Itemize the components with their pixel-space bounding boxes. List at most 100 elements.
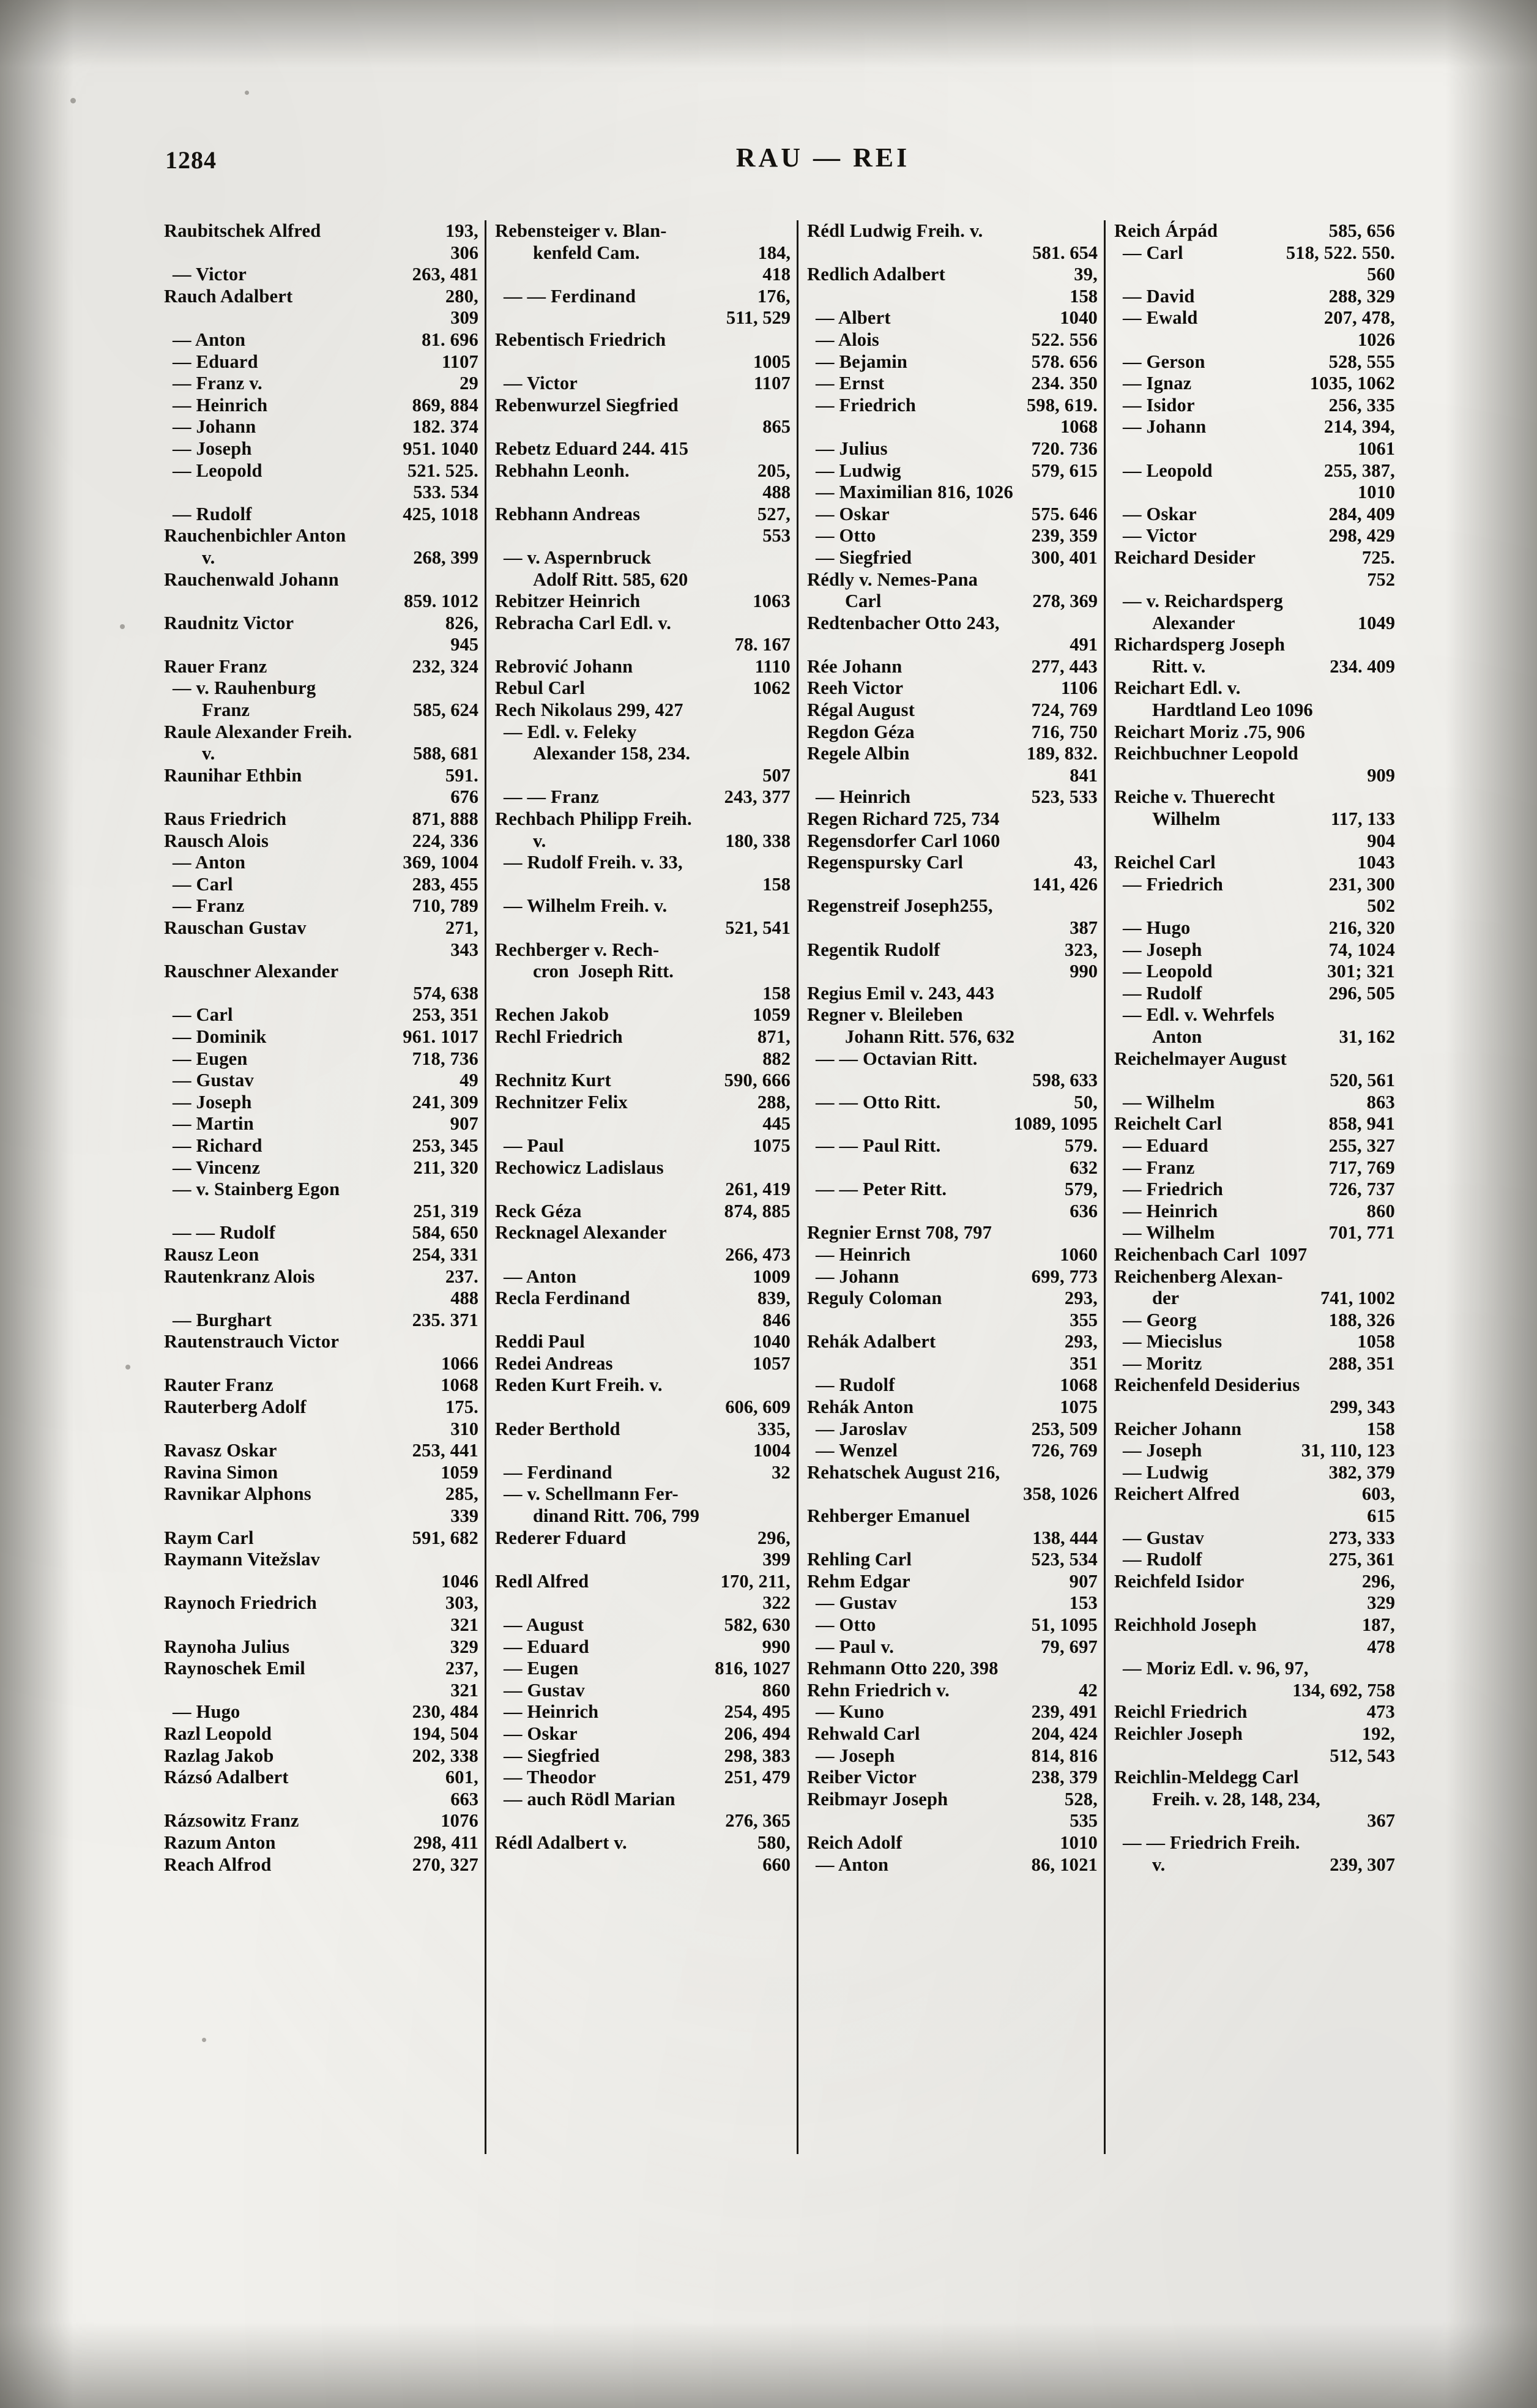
entry-pages: 224, 336 bbox=[412, 830, 478, 851]
entry-pages: 335, bbox=[757, 1418, 791, 1439]
entry-pages: 1040 bbox=[753, 1331, 791, 1352]
index-entry: — Franz 717, 769 bbox=[1114, 1157, 1395, 1179]
index-entry: Rehmann Otto 220, 398 bbox=[807, 1658, 1098, 1680]
entry-pages: 237, bbox=[445, 1658, 478, 1679]
entry-pages: 296, 505 bbox=[1328, 982, 1395, 1004]
entry-name: Rebentisch Friedrich bbox=[495, 329, 666, 350]
entry-name: Rechowicz Ladislaus bbox=[495, 1157, 664, 1178]
index-entry: Rebenwurzel Siegfried bbox=[495, 395, 791, 417]
index-entry: Raus Friedrich 871, 888 bbox=[164, 808, 478, 830]
entry-pages: 256, 335 bbox=[1328, 394, 1395, 416]
entry-name: — Martin bbox=[173, 1113, 254, 1135]
index-entry: — Burghart 235. 371 bbox=[164, 1310, 478, 1332]
entry-name: — Ignaz bbox=[1123, 373, 1192, 394]
entry-pages: 720. 736 bbox=[1031, 438, 1098, 459]
entry-continuation-pages: 1004 bbox=[753, 1440, 791, 1461]
entry-continuation-pages: 752 bbox=[1367, 568, 1395, 590]
index-entry: Raynoha Julius 329 bbox=[164, 1636, 478, 1658]
entry-name: Rautenkranz Alois bbox=[164, 1266, 315, 1287]
entry-name: Reddi Paul bbox=[495, 1331, 585, 1352]
entry-name: Rebhahn Leonh. bbox=[495, 460, 630, 481]
index-entry: — Victor 263, 481 bbox=[164, 264, 478, 286]
index-entry: Rebentisch Friedrich bbox=[495, 329, 791, 351]
entry-continuation-pages: 520, 561 bbox=[1330, 1070, 1395, 1091]
entry-pages: 253, 509 bbox=[1031, 1418, 1098, 1439]
index-entry: Reichl Friedrich 473 bbox=[1114, 1701, 1395, 1723]
index-entry: — Siegfried 298, 383 bbox=[495, 1745, 791, 1767]
entry-name: Reiber Victor bbox=[807, 1767, 917, 1788]
index-entry: — — Peter Ritt. 579, bbox=[807, 1179, 1098, 1201]
entry-continuation-pages: 663 bbox=[450, 1788, 478, 1810]
entry-name: — Victor bbox=[1123, 525, 1197, 546]
index-entry: — — Friedrich Freih. bbox=[1114, 1832, 1395, 1854]
entry-name: — Joseph bbox=[1123, 939, 1202, 960]
index-entry: Rehák Anton 1075 bbox=[807, 1396, 1098, 1418]
entry-name: — Gerson bbox=[1123, 351, 1205, 372]
entry-pages: 192, bbox=[1361, 1723, 1395, 1744]
index-entry: Raubitschek Alfred 193, bbox=[164, 220, 478, 242]
scan-edge-shadow-bottom bbox=[0, 2322, 1537, 2408]
entry-pages: 814, 816 bbox=[1031, 1745, 1098, 1766]
index-entry: — Johann 699, 773 bbox=[807, 1266, 1098, 1288]
index-entry: — Joseph 814, 816 bbox=[807, 1745, 1098, 1767]
entry-continuation-pages: 321 bbox=[450, 1614, 478, 1635]
entry-name: — v. Rauhenburg bbox=[173, 677, 316, 699]
index-entry: Reicher Johann 158 bbox=[1114, 1418, 1395, 1441]
entry-name: Regen Richard 725, 734 bbox=[807, 808, 1000, 830]
index-entry: Rechbach Philipp Freih. bbox=[495, 808, 791, 830]
scan-edge-shadow-right bbox=[1445, 0, 1537, 2408]
index-entry: — Julius 720. 736 bbox=[807, 438, 1098, 460]
entry-name: — Joseph bbox=[1123, 1440, 1202, 1461]
entry-pages: 298, 411 bbox=[413, 1832, 478, 1853]
index-entry: Rédly v. Nemes-Pana bbox=[807, 569, 1098, 591]
entry-name: Reich Adolf bbox=[807, 1832, 902, 1853]
page-title: RAU — REI bbox=[735, 143, 910, 173]
entry-pages: 180, 338 bbox=[725, 830, 791, 851]
entry-continuation-pages: 990 bbox=[1070, 961, 1098, 982]
entry-continuation-pages: 511, 529 bbox=[726, 307, 791, 329]
entry-continuation-line: Freih. v. 28, 148, 234, bbox=[1114, 1789, 1395, 1811]
entry-name: Raus Friedrich bbox=[164, 808, 287, 830]
entry-pages: 1107 bbox=[441, 351, 478, 372]
entry-name: Regner v. Bleileben bbox=[807, 1004, 963, 1026]
index-entry: — Joseph 74, 1024 bbox=[1114, 939, 1395, 961]
entry-name: Rautenstrauch Victor bbox=[164, 1331, 340, 1352]
entry-continuation-pages: 945 bbox=[450, 634, 478, 655]
index-entry: — Ignaz 1035, 1062 bbox=[1114, 373, 1395, 395]
index-entry: — — Franz 243, 377 bbox=[495, 786, 791, 808]
index-entry: Reichelmayer August bbox=[1114, 1048, 1395, 1070]
index-entry: — Isidor 256, 335 bbox=[1114, 395, 1395, 417]
entry-name: Regius Emil v. 243, 443 bbox=[807, 982, 995, 1004]
entry-pages: 296, bbox=[1361, 1570, 1395, 1592]
entry-pages: 254, 331 bbox=[412, 1243, 478, 1265]
entry-name: — Moriz Edl. v. 96, 97, bbox=[1123, 1658, 1309, 1679]
entry-continuation-pages: 535 bbox=[1070, 1810, 1098, 1832]
entry-name: Wilhelm bbox=[1152, 808, 1221, 830]
entry-pages: 839, bbox=[757, 1288, 791, 1309]
entry-continuation-pages: 261, 419 bbox=[725, 1179, 791, 1200]
index-entry: — Theodor 251, 479 bbox=[495, 1767, 791, 1789]
entry-pages: 860 bbox=[1366, 1200, 1395, 1221]
entry-pages: 860 bbox=[762, 1679, 791, 1701]
entry-name: — Anton bbox=[173, 852, 246, 873]
entry-name: Reichel Carl bbox=[1114, 852, 1216, 873]
index-entry: — Oskar 575. 646 bbox=[807, 504, 1098, 526]
entry-continuation-pages: 78. 167 bbox=[734, 634, 791, 655]
entry-name: — Wilhelm Freih. v. bbox=[504, 895, 668, 917]
entry-pages: 239, 359 bbox=[1031, 525, 1098, 546]
entry-name: — Friedrich bbox=[1123, 1179, 1223, 1200]
entry-name: — Paul bbox=[504, 1135, 564, 1156]
entry-name: Rauch Adalbert bbox=[164, 285, 293, 307]
entry-name: Reden Kurt Freih. v. bbox=[495, 1374, 663, 1396]
index-entry: — Paul 1075 bbox=[495, 1135, 791, 1157]
entry-pages: 50, bbox=[1074, 1091, 1098, 1113]
entry-name: Regele Albin bbox=[807, 743, 910, 764]
index-entry: Rauer Franz 232, 324 bbox=[164, 656, 478, 678]
entry-pages: 270, 327 bbox=[412, 1854, 478, 1875]
entry-continuation-pages: 1068 bbox=[1060, 416, 1098, 438]
entry-name: — Hugo bbox=[1123, 917, 1191, 938]
index-entry: Richardsperg Joseph bbox=[1114, 634, 1395, 656]
index-entry: — Victor 298, 429 bbox=[1114, 525, 1395, 547]
entry-name: Alexander bbox=[1152, 612, 1235, 633]
scan-edge-shadow-top bbox=[0, 0, 1537, 67]
